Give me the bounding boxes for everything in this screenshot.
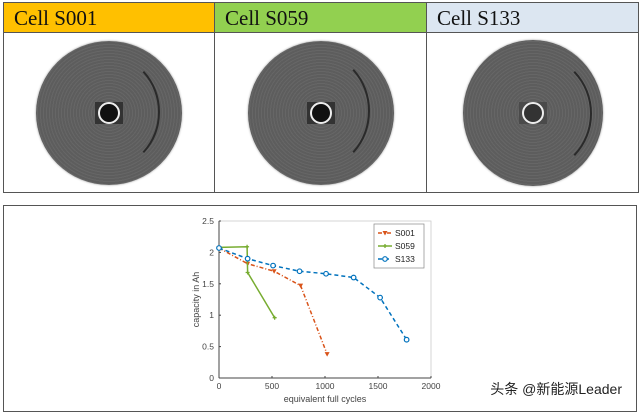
data-point-S001 [298,283,304,289]
x-tick-label: 2000 [422,381,441,391]
data-point-S059 [245,244,250,249]
watermark: 头条 @新能源Leader [490,381,622,397]
data-point-S001 [382,231,388,236]
data-point-S133 [350,274,357,281]
y-tick-label: 0.5 [202,342,214,352]
cell-table: Cell S001 Cell S059 Cell S133 [3,2,639,193]
data-point-S133 [244,255,251,262]
ct-image-s001 [4,33,215,192]
data-point-S059 [245,270,250,275]
y-tick-label: 0 [209,373,214,383]
y-tick-label: 2.5 [202,216,214,226]
legend-label-S059: S059 [395,241,415,251]
y-axis-label: capacity in Ah [191,272,201,328]
x-tick-label: 1000 [316,381,335,391]
ct-image-s133 [427,33,638,192]
data-point-S059 [383,244,387,248]
data-point-S133 [270,262,276,269]
data-point-S001 [324,352,330,357]
data-point-S001 [271,269,277,274]
data-point-S059 [272,315,277,320]
chart-frame: 0 500 1000 1500 2000 0 0.5 1 1.5 2 2.5 equivalent f… [3,205,637,412]
legend-label-S001: S001 [395,228,415,238]
data-point-S133 [296,268,303,275]
cell-header-s001: Cell S001 [4,3,215,33]
y-tick-label: 1.5 [202,279,214,289]
cell-header-s133: Cell S133 [427,3,638,33]
x-tick-label: 0 [217,381,222,391]
x-axis-label: equivalent full cycles [284,394,367,404]
x-tick-label: 500 [265,381,279,391]
data-point-S133 [377,294,384,301]
ct-image-s059 [215,33,427,192]
legend-label-S133: S133 [395,254,415,264]
capacity-chart: 0 500 1000 1500 2000 0 0.5 1 1.5 2 2.5 equivalent f… [191,216,441,404]
data-point-S133 [216,245,222,251]
x-tick-label: 1500 [369,381,388,391]
data-point-S133 [403,336,410,343]
y-tick-label: 1 [209,310,214,320]
data-point-S133 [323,270,329,277]
cell-header-s059: Cell S059 [215,3,427,33]
y-tick-label: 2 [209,247,214,257]
data-point-S133 [382,256,388,262]
